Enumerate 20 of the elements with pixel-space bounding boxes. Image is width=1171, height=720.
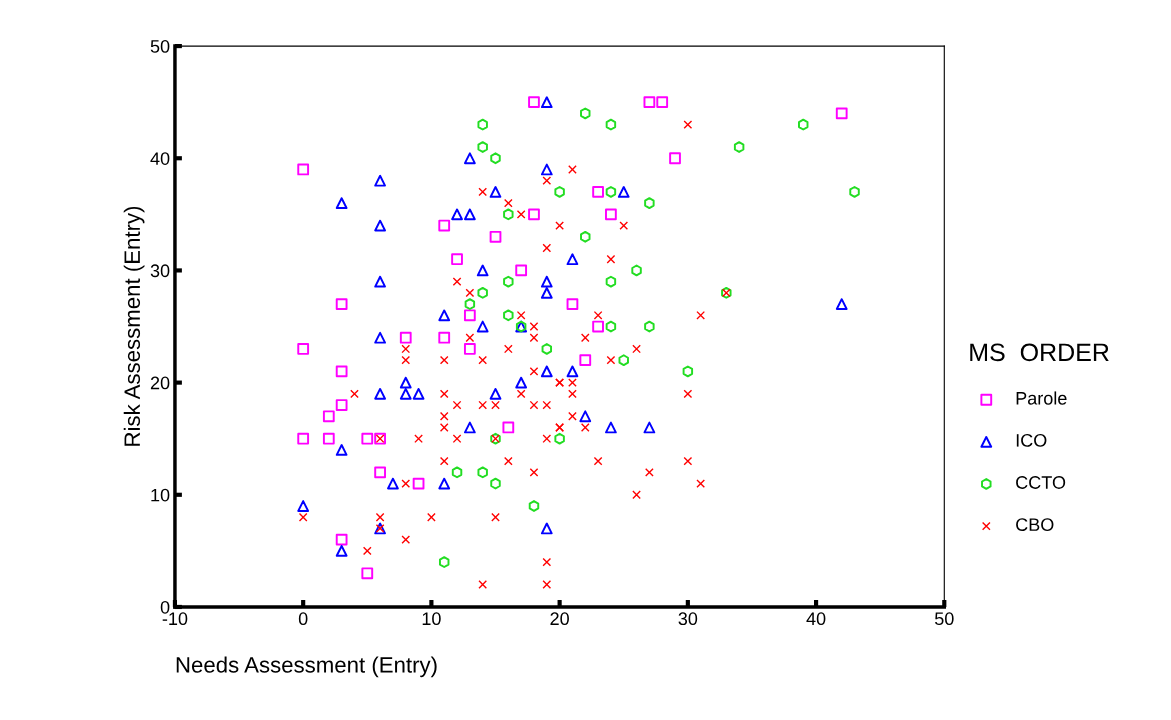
y-tick-label: 50 [150,40,170,53]
x-tick-label: 40 [806,612,826,626]
x-tick-label: 30 [678,612,698,626]
x-tick-label: 50 [934,612,954,626]
legend-label: CCTO [1016,476,1066,489]
x-tick-label: 10 [422,612,441,626]
y-tick-label: 30 [150,264,170,278]
legend-label: CBO [1016,518,1054,531]
legend-title: MS ORDER [970,343,1109,362]
y-tick-label: 20 [150,376,170,390]
x-tick-label: 20 [550,612,569,626]
y-axis-title: Risk Assessment (Entry) [123,206,145,446]
x-tick-label: -10 [162,612,188,626]
x-axis-title: Needs Assessment (Entry) [176,656,437,678]
legend-label: Parole [1016,391,1067,405]
y-tick-label: 0 [160,600,170,614]
y-tick-label: 10 [151,488,170,502]
legend-label: ICO [1016,433,1047,447]
x-tick-label: 0 [298,612,308,626]
y-tick-label: 40 [150,152,170,165]
